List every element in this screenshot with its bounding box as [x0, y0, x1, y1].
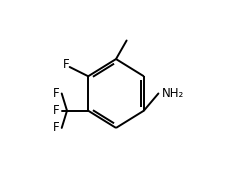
Text: F: F [53, 104, 60, 117]
Text: F: F [62, 58, 69, 71]
Text: NH₂: NH₂ [162, 87, 185, 100]
Text: F: F [53, 121, 60, 134]
Text: F: F [53, 87, 60, 100]
